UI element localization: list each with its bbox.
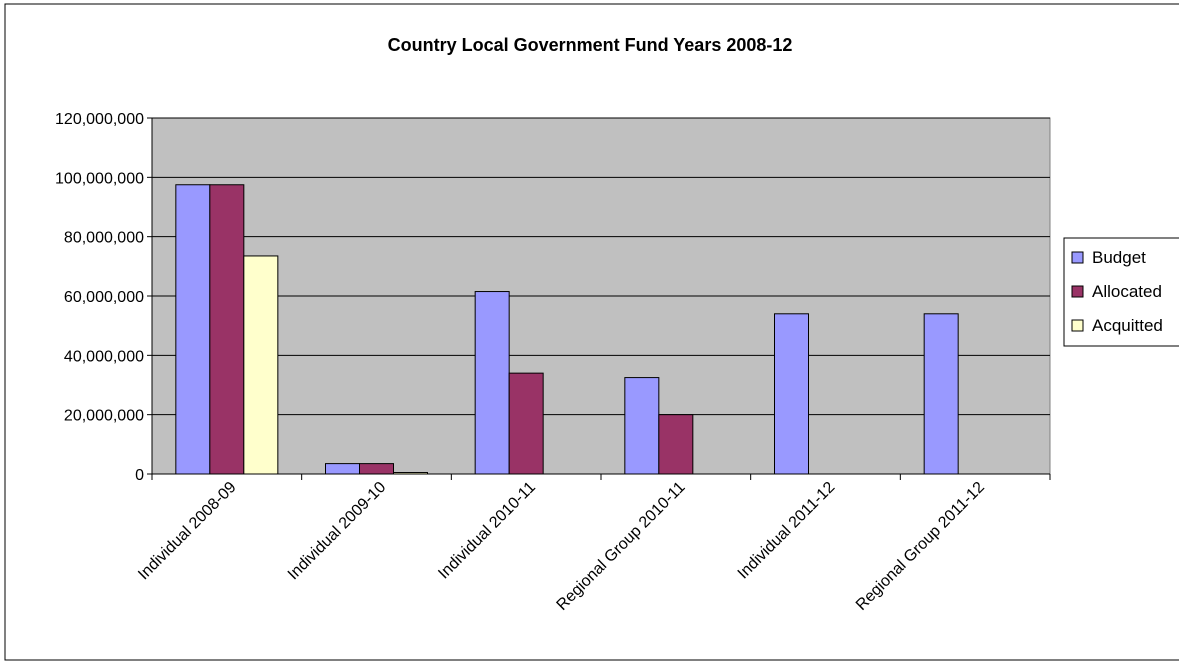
y-tick-label: 120,000,000 [55,111,144,128]
bar-budget [624,377,660,475]
legend: Budget Allocated Acquitted [1063,237,1179,347]
bar-acquitted [243,255,279,475]
y-tick-label: 60,000,000 [64,289,144,306]
y-tick-label: 0 [135,467,144,484]
bar-budget [474,291,510,475]
legend-swatch-budget [1071,251,1084,264]
legend-swatch-allocated [1071,285,1084,298]
y-tick-label: 20,000,000 [64,408,144,425]
legend-swatch-acquitted [1071,319,1084,332]
y-axis: 0 20,000,000 40,000,000 60,000,000 80,000,00… [55,111,153,484]
bar-allocated [209,184,245,475]
bar-allocated [658,414,694,475]
y-tick-label: 100,000,000 [55,170,144,187]
gridlines [152,117,1050,416]
bar-allocated [508,372,544,475]
chart-title: Country Local Government Fund Years 2008… [388,35,793,55]
y-tick-label: 80,000,000 [64,230,144,247]
legend-label-budget: Budget [1092,248,1146,267]
bar-budget [774,313,809,475]
bar-budget [923,313,959,475]
bar-budget [325,463,360,475]
bar-allocated [359,463,394,475]
legend-label-allocated: Allocated [1092,282,1162,301]
bar-budget [175,184,211,475]
legend-label-acquitted: Acquitted [1092,316,1163,335]
y-tick-label: 40,000,000 [64,348,144,365]
